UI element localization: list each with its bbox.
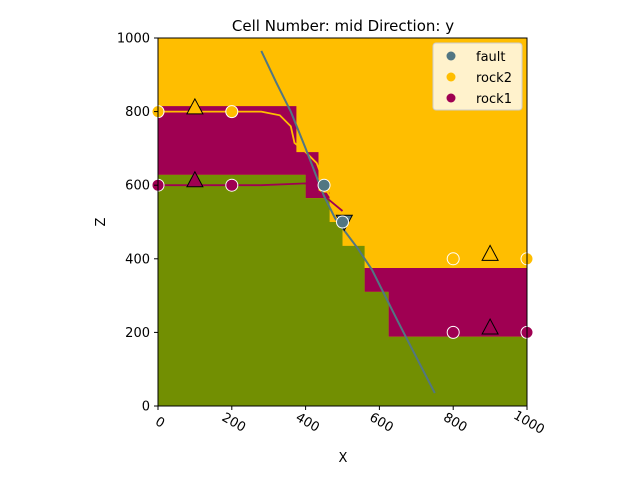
data-point-rock2-2 xyxy=(446,252,460,266)
x-tick-label-0: 0 xyxy=(152,414,167,431)
x-tick-label-3: 600 xyxy=(367,410,396,435)
legend-marker-rock2 xyxy=(446,72,456,82)
data-point-fault-8 xyxy=(317,178,331,192)
legend-marker-rock1 xyxy=(446,93,456,103)
axes-frame xyxy=(157,37,528,407)
y-axis-label: Z xyxy=(94,217,109,226)
data-point-rock1-6 xyxy=(446,325,460,339)
region-basement xyxy=(158,174,527,406)
y-tick-label-0: 0 xyxy=(142,400,150,415)
surface-lines xyxy=(158,50,436,394)
legend-label-rock2: rock2 xyxy=(476,71,512,86)
fault-trace xyxy=(260,50,436,394)
orientation-marker-rock2-0 xyxy=(186,97,204,115)
legend-label-rock1: rock1 xyxy=(476,92,512,107)
orientation-marker-rock1-1 xyxy=(186,170,204,188)
x-axis-label: X xyxy=(339,451,348,466)
region-rock1 xyxy=(158,106,330,199)
legend: fault rock2 rock1 xyxy=(432,42,523,111)
data-point-rock1-5 xyxy=(225,178,239,192)
y-tick-label-3: 600 xyxy=(125,179,150,194)
x-tick-label-4: 800 xyxy=(440,410,469,435)
x-tick-label-5: 1000 xyxy=(511,408,547,438)
y-tick-label-5: 1000 xyxy=(117,32,150,47)
data-point-rock2-1 xyxy=(225,105,239,119)
y-tick-label-1: 200 xyxy=(125,326,150,341)
x-tick-label-2: 400 xyxy=(293,410,322,435)
surface-line-rock1 xyxy=(158,182,344,212)
legend-label-fault: fault xyxy=(476,50,506,65)
surface-line-rock2 xyxy=(158,110,344,212)
chart-title: Cell Number: mid Direction: y xyxy=(232,17,454,35)
x-tick-label-1: 200 xyxy=(219,410,248,435)
data-point-fault-9 xyxy=(336,215,349,229)
y-tick-label-2: 400 xyxy=(125,252,150,267)
region-rock1-right xyxy=(364,268,527,337)
y-tick-label-4: 800 xyxy=(125,105,150,120)
orientation-marker-rock2-2 xyxy=(481,244,499,261)
legend-box xyxy=(432,42,523,111)
orientation-marker-rock1-3 xyxy=(481,317,499,335)
legend-marker-fault xyxy=(446,51,456,61)
